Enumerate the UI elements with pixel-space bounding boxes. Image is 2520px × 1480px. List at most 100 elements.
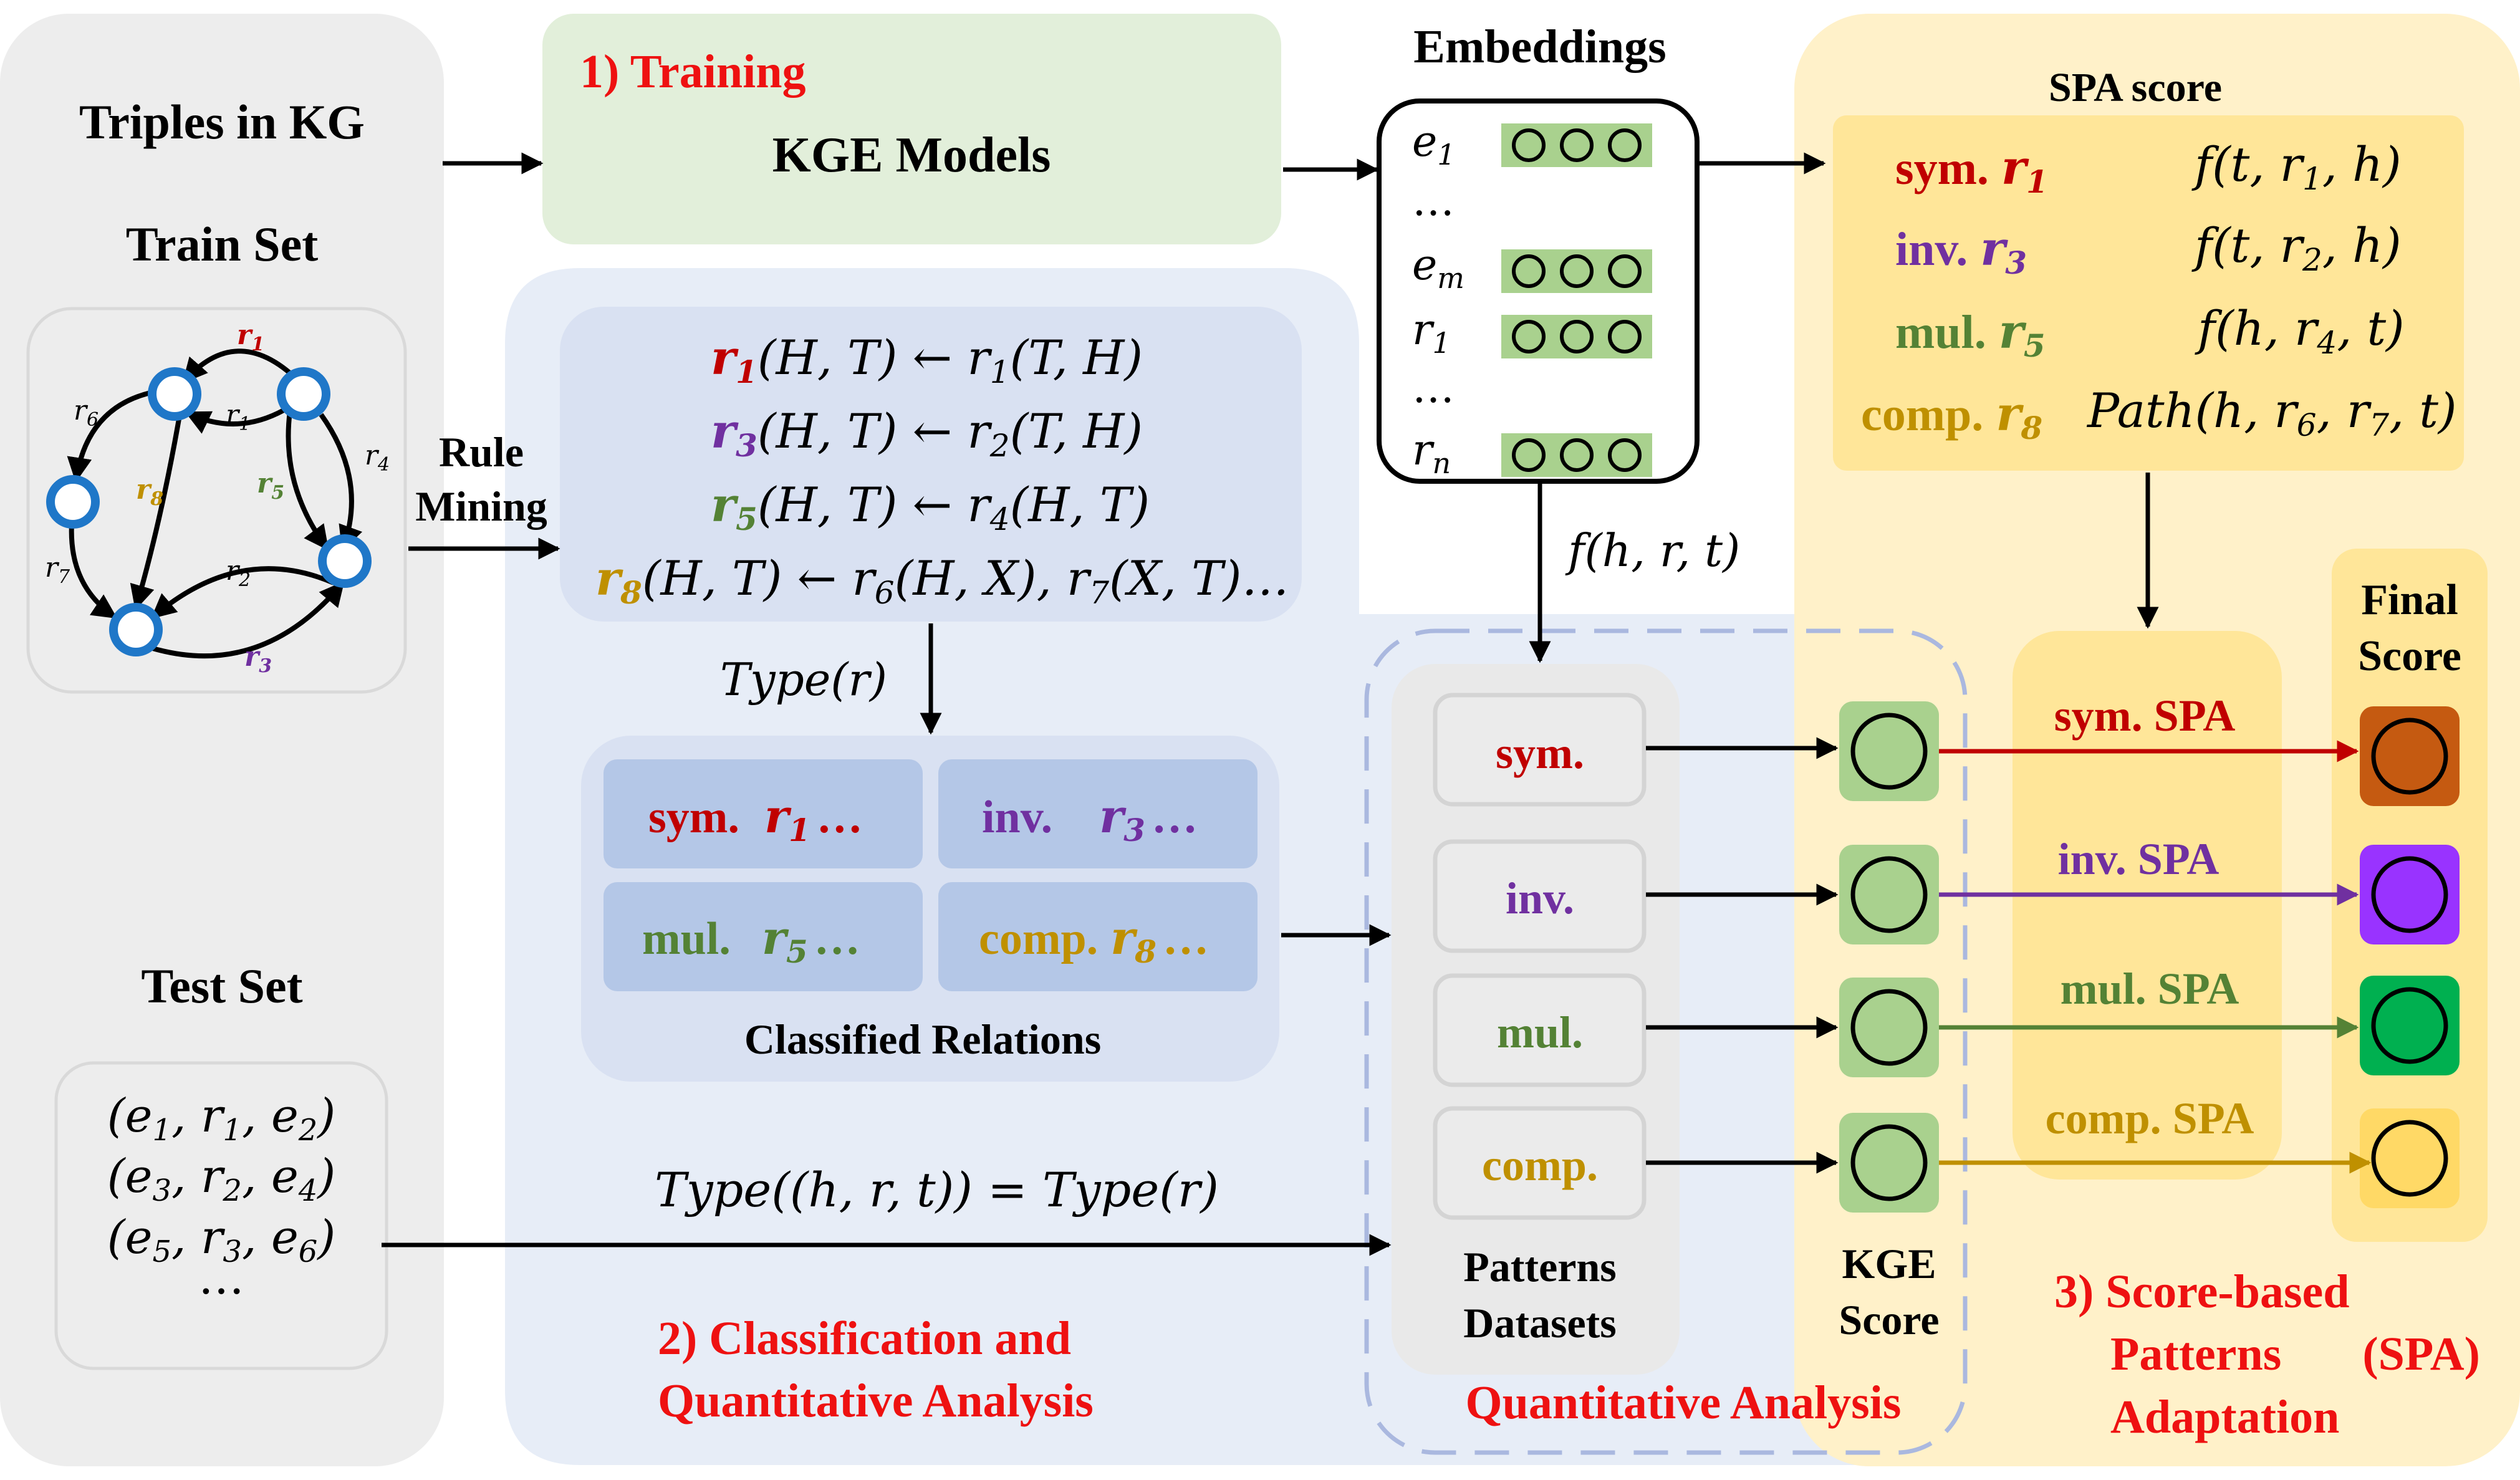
patterns-datasets-line2: Datasets xyxy=(1463,1299,1617,1347)
pattern-sym: sym. xyxy=(1496,728,1584,778)
edge-label-r3: r3 xyxy=(244,641,272,677)
graph-node xyxy=(148,367,201,421)
knowledge-graph xyxy=(67,348,363,659)
kge-score-node xyxy=(1839,978,1939,1077)
graph-node xyxy=(318,534,372,588)
class-inv-type: inv. xyxy=(982,792,1052,843)
spa-label-mul: mul. SPA xyxy=(2061,964,2239,1014)
rule-1: r1(H, T) ← r1(T, H) xyxy=(711,330,1143,390)
class-sym-type: sym. xyxy=(648,792,739,843)
spa-comp-type: comp. xyxy=(1861,388,1983,441)
class-mul-type: mul. xyxy=(642,913,731,964)
kge-score-node xyxy=(1839,1113,1939,1213)
embedding-vector xyxy=(1501,315,1652,358)
final-score-line1: Final xyxy=(2361,576,2458,624)
test-triple: (e1, r1, e2) xyxy=(107,1089,335,1148)
graph-node xyxy=(46,475,100,529)
spa-fn-sym: f(t, r1, h) xyxy=(2191,137,2402,197)
pattern-mul: mul. xyxy=(1497,1007,1583,1057)
graph-node xyxy=(277,367,330,421)
class-sym-text: sym. r1… xyxy=(648,790,863,848)
final-score-node xyxy=(2360,706,2460,806)
test-set-label: Test Set xyxy=(141,959,302,1013)
adaptation-title-line1: 3) Score-based xyxy=(2054,1266,2350,1318)
spa-row-mul: mul. r5 xyxy=(1895,304,2046,364)
class-cell-sym xyxy=(604,759,923,868)
kge-score-node xyxy=(1839,845,1939,944)
spa-score-title: SPA score xyxy=(2049,65,2222,110)
rule-2: r3(H, T) ← r2(T, H) xyxy=(711,403,1143,464)
kg-title: Triples in KG xyxy=(79,95,365,149)
classification-title-line1: 2) Classification and xyxy=(658,1312,1071,1365)
embedding-vector xyxy=(1501,249,1652,293)
spa-arrows xyxy=(1939,740,2372,1174)
kge-score-nodes xyxy=(1839,701,1939,1213)
training-box xyxy=(542,14,1281,244)
embedding-vector xyxy=(1501,433,1652,477)
score-function-label: f(h, r, t) xyxy=(1565,524,1740,577)
spa-row-sym: sym. r1 xyxy=(1895,140,2048,200)
adaptation-title-line3: Adaptation xyxy=(2110,1391,2339,1443)
rule-mining-label-line1: Rule xyxy=(439,428,524,476)
quantitative-analysis-frame xyxy=(1364,628,1968,1455)
rules: r1(H, T) ← r1(T, H) r3(H, T) ← r2(T, H) … xyxy=(595,330,1289,611)
graph-nodes xyxy=(46,367,372,656)
spa-fn-comp: Path(h, r6, r7, t) xyxy=(2086,383,2457,443)
classified-relations-title: Classified Relations xyxy=(744,1016,1101,1063)
train-set-label: Train Set xyxy=(126,217,318,271)
spa-mul-type: mul. xyxy=(1895,306,1986,358)
class-cell-inv xyxy=(938,759,1258,868)
class-comp-text: comp. r8… xyxy=(979,911,1209,970)
embeddings-title: Embeddings xyxy=(1413,21,1666,73)
class-cell-comp xyxy=(938,882,1258,991)
spa-column-bg xyxy=(2013,631,2282,1180)
embedding-ellipsis: … xyxy=(1412,176,1455,226)
spa-label-sym: sym. SPA xyxy=(2054,691,2236,741)
patterns-datasets-line1: Patterns xyxy=(1463,1243,1616,1290)
pattern-box-mul xyxy=(1433,973,1647,1087)
kge-models-label: KGE Models xyxy=(772,128,1051,183)
class-comp-type: comp. xyxy=(979,913,1098,964)
pattern-inv: inv. xyxy=(1506,873,1574,923)
test-triples: (e1, r1, e2) (e3, r2, e4) (e5, r3, e6) … xyxy=(107,1089,335,1305)
spa-inv-type: inv. xyxy=(1895,223,1968,276)
graph-node xyxy=(109,603,163,656)
spa-fn-mul: f(h, r4, t) xyxy=(2195,300,2405,361)
spa-fn-inv: f(t, r2, h) xyxy=(2191,218,2402,278)
embedding-vector xyxy=(1501,123,1652,167)
classification-title-line2: Quantitative Analysis xyxy=(658,1375,1094,1427)
rules-box xyxy=(560,307,1302,622)
pattern-box-inv xyxy=(1433,839,1647,953)
test-type-label: Type((h, r, t)) = Type(r) xyxy=(655,1162,1219,1218)
test-triples-box xyxy=(54,1061,388,1370)
kge-score-line1: KGE xyxy=(1842,1240,1936,1287)
class-inv-text: inv. r3… xyxy=(982,790,1198,848)
type-r-label: Type(r) xyxy=(720,653,887,706)
final-score-node xyxy=(2360,845,2460,944)
spa-row-comp: comp. r8 xyxy=(1861,386,2042,446)
quantitative-analysis-title: Quantitative Analysis xyxy=(1466,1377,1902,1429)
rule-mining-label-line2: Mining xyxy=(415,483,547,530)
test-triple: (e3, r2, e4) xyxy=(107,1150,335,1208)
class-mul-text: mul. r5… xyxy=(642,911,860,970)
class-cell-mul xyxy=(604,882,923,991)
flow-arrows xyxy=(382,152,2159,1256)
spa-score-functions: f(t, r1, h) f(t, r2, h) f(h, r4, t) Path… xyxy=(2086,137,2457,443)
final-score-node xyxy=(2360,1108,2460,1208)
spa-sym-type: sym. xyxy=(1895,142,1989,195)
kge-score-node xyxy=(1839,701,1939,801)
test-triple: (e5, r3, e6) xyxy=(107,1211,335,1269)
training-title: 1) Training xyxy=(580,46,806,98)
pattern-comp: comp. xyxy=(1482,1140,1598,1190)
rule-4: r8(H, T) ← r6(H, X), r7(X, T)… xyxy=(595,550,1289,611)
final-score-node xyxy=(2360,976,2460,1075)
spa-row-inv: inv. r3 xyxy=(1895,221,2027,281)
spa-score-box xyxy=(1833,115,2464,471)
pattern-box-sym xyxy=(1433,693,1647,807)
test-triple-ellipsis: … xyxy=(198,1251,244,1305)
final-score-line2: Score xyxy=(2358,632,2461,680)
kge-score-line2: Score xyxy=(1839,1296,1939,1343)
spa-label-inv: inv. SPA xyxy=(2058,834,2219,884)
classified-cells-text: sym. r1… inv. r3… mul. r5… comp. r8… xyxy=(642,790,1209,970)
